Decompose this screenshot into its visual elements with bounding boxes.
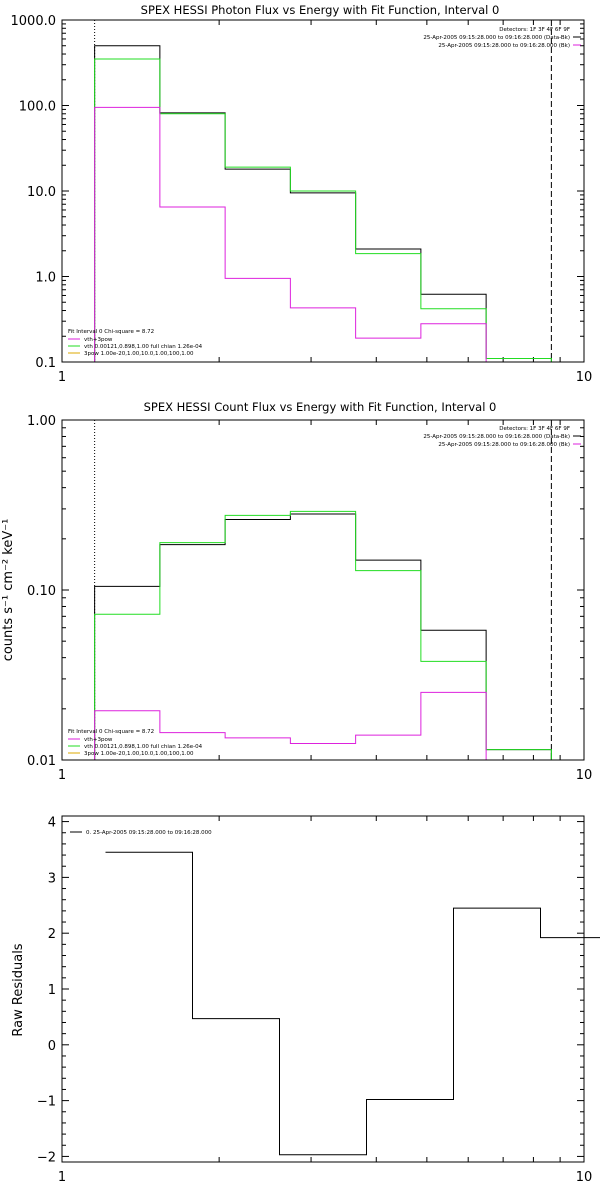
panel1-y-tick-label: 100.0 xyxy=(19,100,56,115)
panel1-title: SPEX HESSI Photon Flux vs Energy with Fi… xyxy=(141,3,500,17)
panel1-legend-left-line-3: vth 0.00121,0.898,1.00 full chian 1.26e-… xyxy=(84,344,203,350)
panel-residuals: Raw Residuals −2 −1 0 1 2 3 4 1 10 0. 25-Apr-200… xyxy=(11,815,600,1185)
panel3-series-residuals xyxy=(105,851,600,1156)
panel2-legend-right: Detectors: 1F 3F 4F 6F 9F 25-Apr-2005 09… xyxy=(423,426,581,448)
panel3-x-tick-label: 10 xyxy=(576,1170,593,1185)
panel1-x-tick-label: 1 xyxy=(58,370,66,385)
panel1-series-background xyxy=(94,106,487,362)
panel1-series-fit xyxy=(94,58,552,362)
panel-photon-flux: SPEX HESSI Photon Flux vs Energy with Fi… xyxy=(11,3,593,385)
panel3-legend-line-1: 0. 25-Apr-2005 09:15:28.000 to 09:16:28.… xyxy=(86,830,212,836)
panel3-y-tick-label: 0 xyxy=(48,1039,56,1054)
panel3-y-tick-label: 3 xyxy=(48,871,56,886)
panel-count-flux: SPEX HESSI Count Flux vs Energy with Fit… xyxy=(1,400,592,783)
panel2-legend-left-line-4: 3pow 1.00e-20,1.00,10.0,1.00,100,1.00 xyxy=(84,751,194,757)
panel2-y-axis-label: counts s⁻¹ cm⁻² keV⁻¹ xyxy=(1,519,16,662)
panel1-legend-left-line-2: vth+3pow xyxy=(84,337,113,343)
panel1-x-tick-label: 10 xyxy=(576,370,593,385)
panel2-y-tick-label: 0.01 xyxy=(27,754,56,769)
panel2-legend-right-line-2: 25-Apr-2005 09:15:28.000 to 09:16:28.000… xyxy=(423,434,570,440)
panel2-legend-left-line-3: vth 0.00121,0.898,1.00 full chian 1.26e-… xyxy=(84,744,203,750)
panel1-legend-left: Fit Interval 0 Chi-square = 8.72 vth+3po… xyxy=(68,329,203,357)
panel3-y-tick-label: −2 xyxy=(37,1150,56,1165)
panel1-legend-right: Detectors: 1F 3F 4F 6F 9F 25-Apr-2005 09… xyxy=(423,27,581,49)
panel2-legend-left: Fit Interval 0 Chi-square = 8.72 vth+3po… xyxy=(68,729,203,757)
panel1-legend-left-line-1: Fit Interval 0 Chi-square = 8.72 xyxy=(68,329,154,335)
panel2-series-background xyxy=(94,691,487,760)
panel2-legend-left-line-2: vth+3pow xyxy=(84,737,113,743)
panel2-y-tick-label: 0.10 xyxy=(27,584,56,599)
panel1-y-tick-label: 1.0 xyxy=(35,271,56,286)
panel2-series-fit xyxy=(94,510,552,760)
panel2-title: SPEX HESSI Count Flux vs Energy with Fit… xyxy=(144,400,497,414)
panel1-legend-right-line-2: 25-Apr-2005 09:15:28.000 to 09:16:28.000… xyxy=(423,35,570,41)
panel1-legend-left-line-4: 3pow 1.00e-20,1.00,10.0,1.00,100,1.00 xyxy=(84,351,194,357)
panel3-x-tick-label: 1 xyxy=(58,1170,66,1185)
panel2-y-tick-label: 1.00 xyxy=(27,414,56,429)
panel3-y-tick-label: 4 xyxy=(48,816,56,831)
panel3-y-tick-label: 1 xyxy=(48,983,56,998)
panel3-y-axis-label: Raw Residuals xyxy=(11,943,26,1036)
panel3-y-tick-label: −1 xyxy=(37,1095,56,1110)
panel2-legend-right-line-1: Detectors: 1F 3F 4F 6F 9F xyxy=(499,426,570,432)
panel3-legend: 0. 25-Apr-2005 09:15:28.000 to 09:16:28.… xyxy=(70,830,212,836)
panel3-plot-frame xyxy=(61,815,585,1163)
panel2-series-data xyxy=(94,513,552,760)
panel1-y-tick-label: 1000.0 xyxy=(11,14,57,29)
panel1-series-data xyxy=(94,45,552,362)
panel2-x-tick-label: 1 xyxy=(58,768,66,783)
panel1-legend-right-line-3: 25-Apr-2005 09:15:28.000 to 09:16:28.000… xyxy=(438,43,570,49)
panel1-y-tick-label: 0.1 xyxy=(35,356,56,371)
panel2-plot-frame xyxy=(61,419,585,761)
panel2-legend-left-line-1: Fit Interval 0 Chi-square = 8.72 xyxy=(68,729,154,735)
panel1-plot-frame xyxy=(61,19,585,363)
panel1-y-tick-label: 10.0 xyxy=(27,185,56,200)
panel2-legend-right-line-3: 25-Apr-2005 09:15:28.000 to 09:16:28.000… xyxy=(438,442,570,448)
panel3-y-tick-label: 2 xyxy=(48,927,56,942)
panel1-legend-right-line-1: Detectors: 1F 3F 4F 6F 9F xyxy=(499,27,570,33)
panel2-x-tick-label: 10 xyxy=(576,768,593,783)
